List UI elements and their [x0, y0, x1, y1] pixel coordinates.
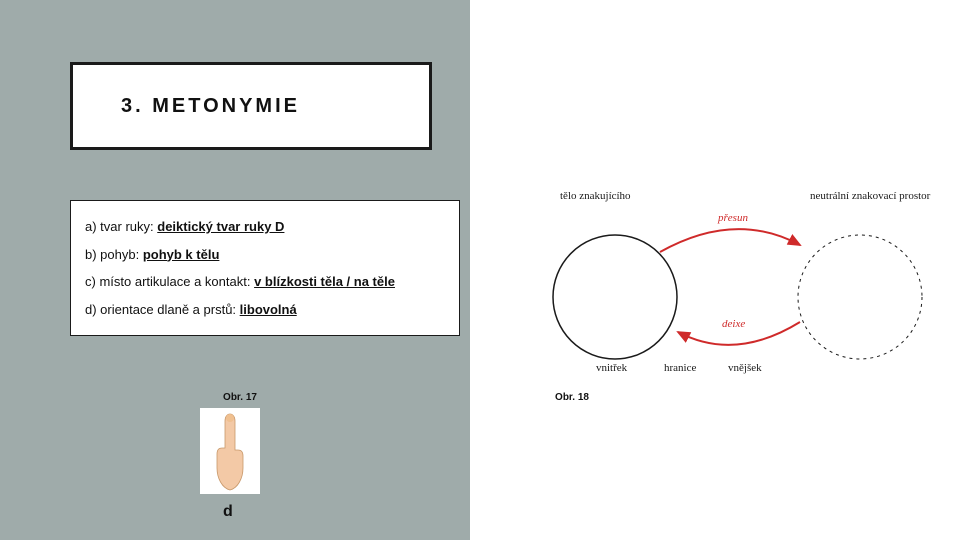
hand-letter-label: d [223, 503, 233, 521]
param-c-prefix: c) místo artikulace a kontakt: [85, 274, 254, 289]
diagram-label-inner: vnitřek [596, 362, 627, 374]
param-b: b) pohyb: pohyb k tělu [85, 241, 445, 269]
param-b-prefix: b) pohyb: [85, 247, 143, 262]
diagram-label-border: hranice [664, 362, 696, 374]
param-a-value: deiktický tvar ruky D [157, 219, 284, 234]
diagram-label-outer: vnějšek [728, 362, 762, 374]
slide: 3. METONYMIE a) tvar ruky: deiktický tva… [0, 0, 960, 540]
figure-17-caption: Obr. 17 [210, 392, 270, 403]
diagram-label-top-left: tělo znakujícího [560, 190, 631, 202]
param-b-value: pohyb k tělu [143, 247, 220, 262]
diagram-obr18: tělo znakujícího neutrální znakovací pro… [500, 192, 940, 382]
right-area: tělo znakujícího neutrální znakovací pro… [470, 0, 960, 540]
slide-title: 3. METONYMIE [121, 95, 300, 118]
title-box: 3. METONYMIE [70, 62, 432, 150]
hand-image [200, 408, 260, 494]
param-d: d) orientace dlaně a prstů: libovolná [85, 296, 445, 324]
diagram-label-top-right: neutrální znakovací prostor [810, 190, 930, 202]
diagram-label-presun: přesun [718, 212, 748, 224]
parameters-box: a) tvar ruky: deiktický tvar ruky D b) p… [70, 200, 460, 336]
param-d-value: libovolná [240, 302, 297, 317]
param-c-value: v blízkosti těla / na těle [254, 274, 395, 289]
figure-18-caption: Obr. 18 [542, 392, 602, 403]
param-a-prefix: a) tvar ruky: [85, 219, 157, 234]
param-c: c) místo artikulace a kontakt: v blízkos… [85, 268, 445, 296]
diagram-label-deixe: deixe [722, 318, 745, 330]
param-d-prefix: d) orientace dlaně a prstů: [85, 302, 240, 317]
param-a: a) tvar ruky: deiktický tvar ruky D [85, 213, 445, 241]
left-color-band: 3. METONYMIE a) tvar ruky: deiktický tva… [0, 0, 470, 540]
